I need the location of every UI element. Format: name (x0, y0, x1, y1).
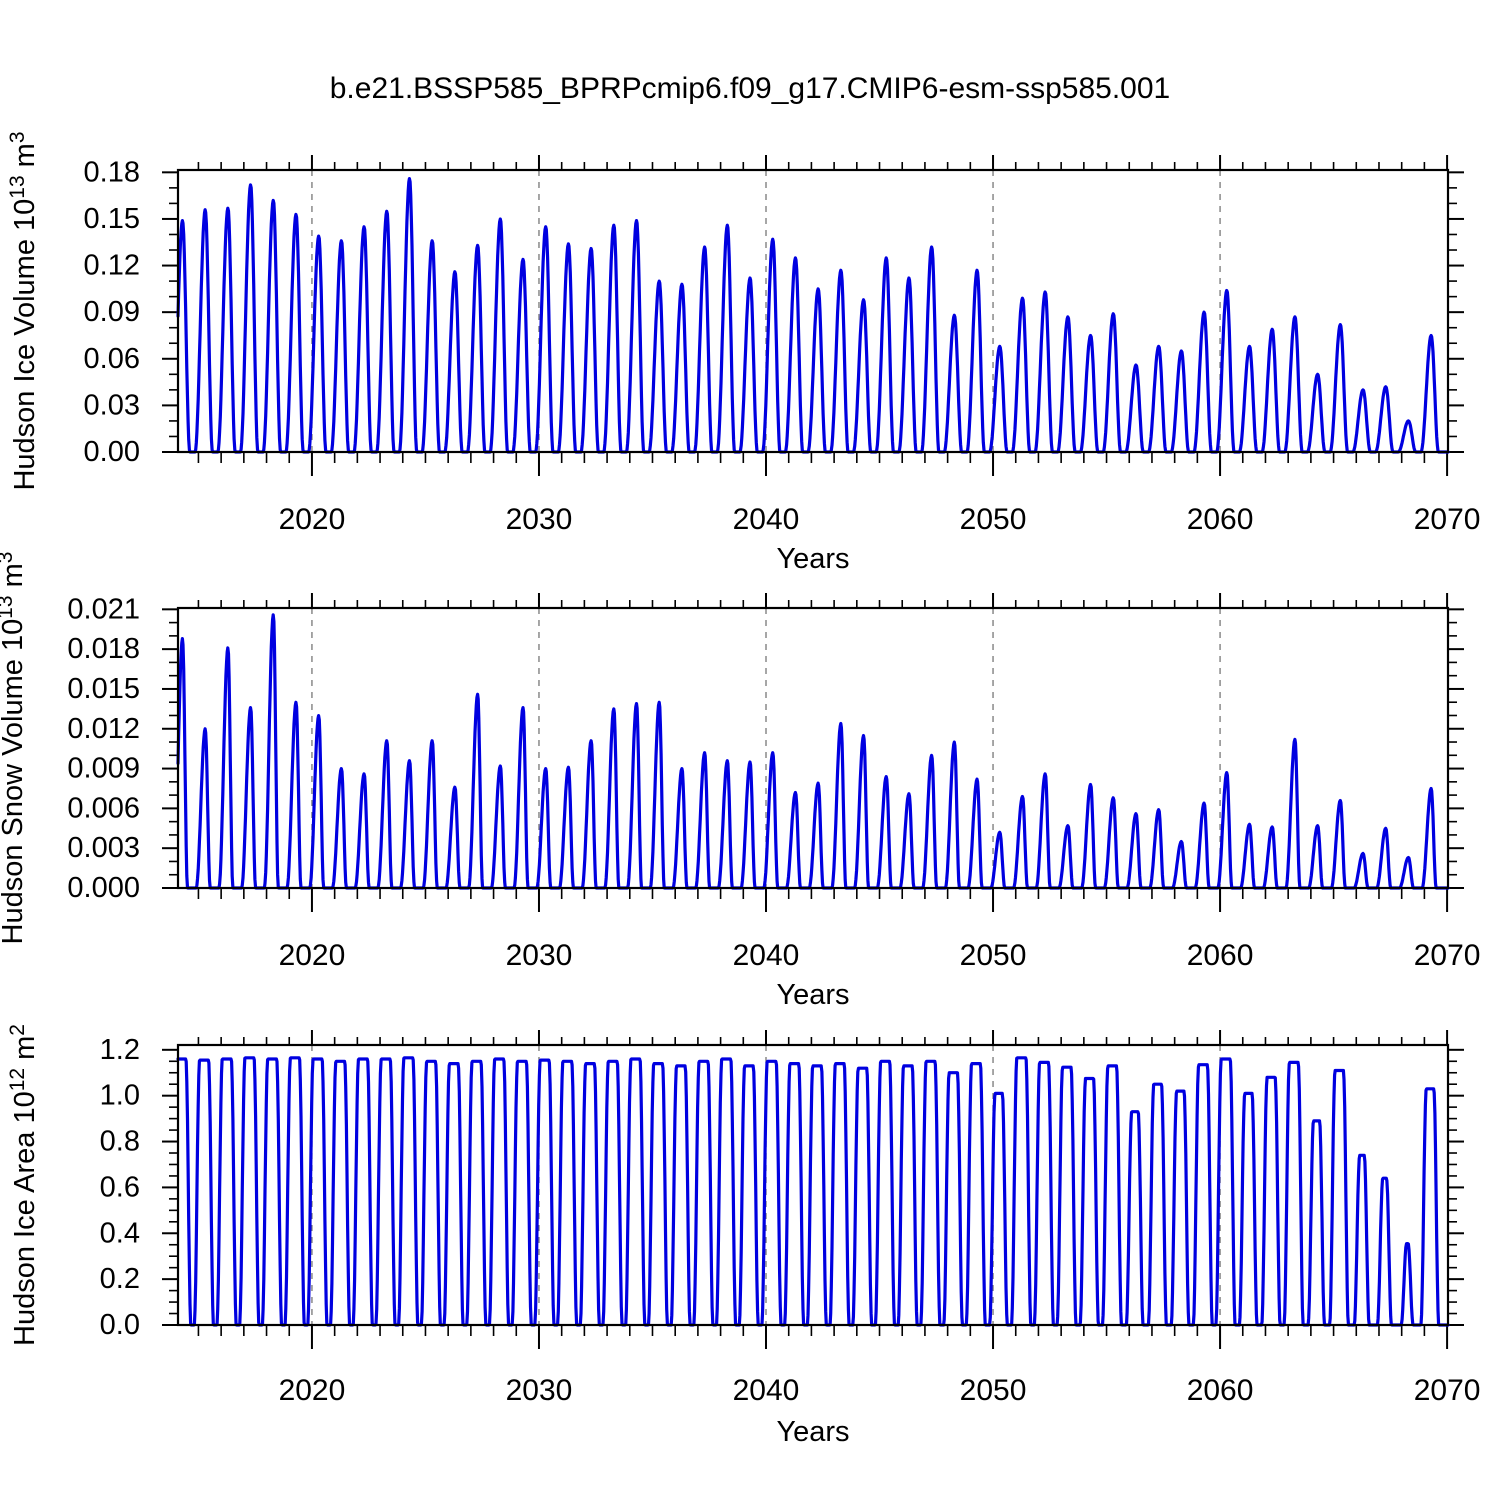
x-tick-label: 2060 (1187, 1374, 1254, 1407)
y-tick-label: 0.18 (84, 156, 140, 188)
plot-title: b.e21.BSSP585_BPRPcmip6.f09_g17.CMIP6-es… (329, 72, 1171, 105)
y-tick-label: 0.015 (67, 673, 140, 705)
x-tick-label: 2050 (960, 503, 1027, 536)
x-axis-title: Years (776, 979, 849, 1011)
panel-frame (176, 168, 1450, 454)
y-tick-label: 0.15 (84, 203, 140, 235)
y-axis-title: Hudson Ice Volume 1013 m3 (6, 131, 41, 490)
x-tick-label: 2020 (279, 503, 346, 536)
y-tick-label: 0.12 (84, 250, 140, 282)
panel-frame (176, 1043, 1450, 1327)
y-tick-label: 0.4 (100, 1217, 140, 1249)
x-tick-label: 2070 (1414, 1374, 1481, 1407)
y-tick-label: 0.003 (67, 832, 140, 864)
y-axis-title: Hudson Snow Volume 1013 m3 (0, 552, 29, 945)
x-tick-label: 2040 (733, 503, 800, 536)
series-line (176, 1056, 1450, 1327)
y-tick-label: 0.006 (67, 792, 140, 824)
panel-hudson-snow-volume: 0.000 0.003 0.006 0.009 0.012 0.015 0.018 0.021… (0, 552, 1480, 1011)
x-tick-label: 2030 (506, 939, 573, 972)
y-tick-label: 1.0 (100, 1080, 140, 1112)
x-tick-label: 2060 (1187, 939, 1254, 972)
x-tick-label: 2050 (960, 1374, 1027, 1407)
y-tick-label: 0.09 (84, 296, 140, 328)
x-tick-label: 2070 (1414, 939, 1481, 972)
panel-hudson-ice-area: 0.0 0.2 0.4 0.6 0.8 1.0 1.2 2020 2030 2040 2050 206… (6, 1024, 1480, 1448)
panel-frame (176, 606, 1450, 890)
y-tick-label: 0.8 (100, 1126, 140, 1158)
x-tick-label: 2030 (506, 503, 573, 536)
panel-hudson-ice-volume: 0.00 0.03 0.06 0.09 0.12 0.15 0.18 2020 2030 2040… (6, 131, 1480, 575)
y-tick-label: 0.2 (100, 1263, 140, 1295)
y-tick-label: 0.018 (67, 633, 140, 665)
y-tick-label: 0.0 (100, 1309, 140, 1341)
series-line (176, 613, 1450, 890)
x-tick-label: 2050 (960, 939, 1027, 972)
x-tick-label: 2060 (1187, 503, 1254, 536)
y-tick-label: 0.009 (67, 753, 140, 785)
y-tick-label: 0.6 (100, 1171, 140, 1203)
series-line (176, 177, 1450, 454)
x-tick-label: 2020 (279, 1374, 346, 1407)
x-tick-label: 2020 (279, 939, 346, 972)
y-tick-label: 0.000 (67, 872, 140, 904)
y-tick-label: 0.06 (84, 343, 140, 375)
y-axis-title: Hudson Ice Area 1012 m2 (6, 1024, 41, 1346)
y-tick-label: 0.03 (84, 389, 140, 421)
x-axis-title: Years (776, 1416, 849, 1448)
x-tick-label: 2040 (733, 939, 800, 972)
y-tick-label: 0.00 (84, 436, 140, 468)
x-tick-label: 2070 (1414, 503, 1481, 536)
y-tick-label: 0.012 (67, 713, 140, 745)
x-tick-label: 2030 (506, 1374, 573, 1407)
y-tick-label: 0.021 (67, 593, 140, 625)
x-tick-label: 2040 (733, 1374, 800, 1407)
x-axis-title: Years (776, 543, 849, 575)
y-tick-label: 1.2 (100, 1034, 140, 1066)
